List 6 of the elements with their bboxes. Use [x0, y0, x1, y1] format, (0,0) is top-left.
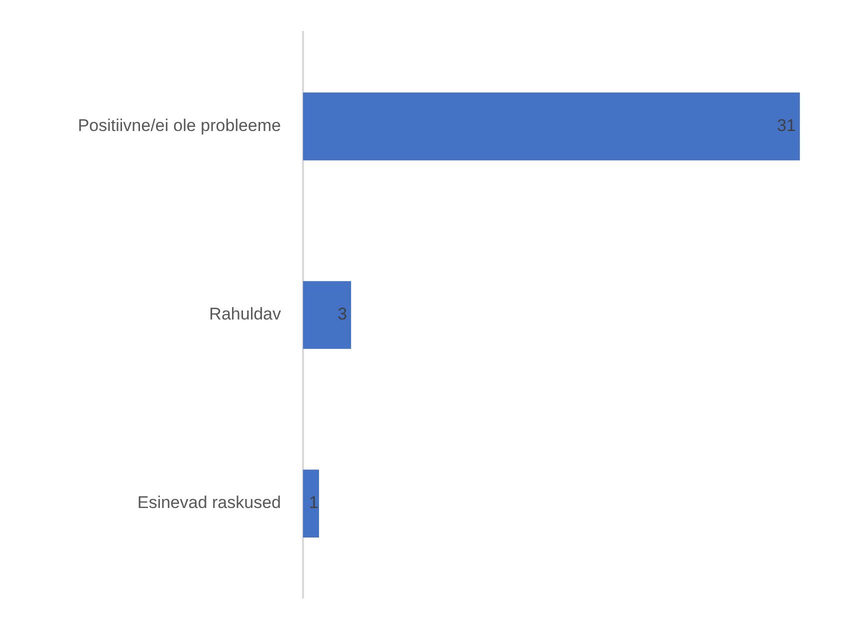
y-tick-label: Esinevad raskused: [137, 493, 281, 512]
data-label: 1: [308, 493, 318, 512]
y-tick-label: Rahuldav: [209, 304, 282, 324]
data-label: 31: [776, 116, 796, 136]
y-tick-label: Positiivne/ei ole probleeme: [78, 116, 281, 136]
data-label: 3: [338, 304, 348, 324]
